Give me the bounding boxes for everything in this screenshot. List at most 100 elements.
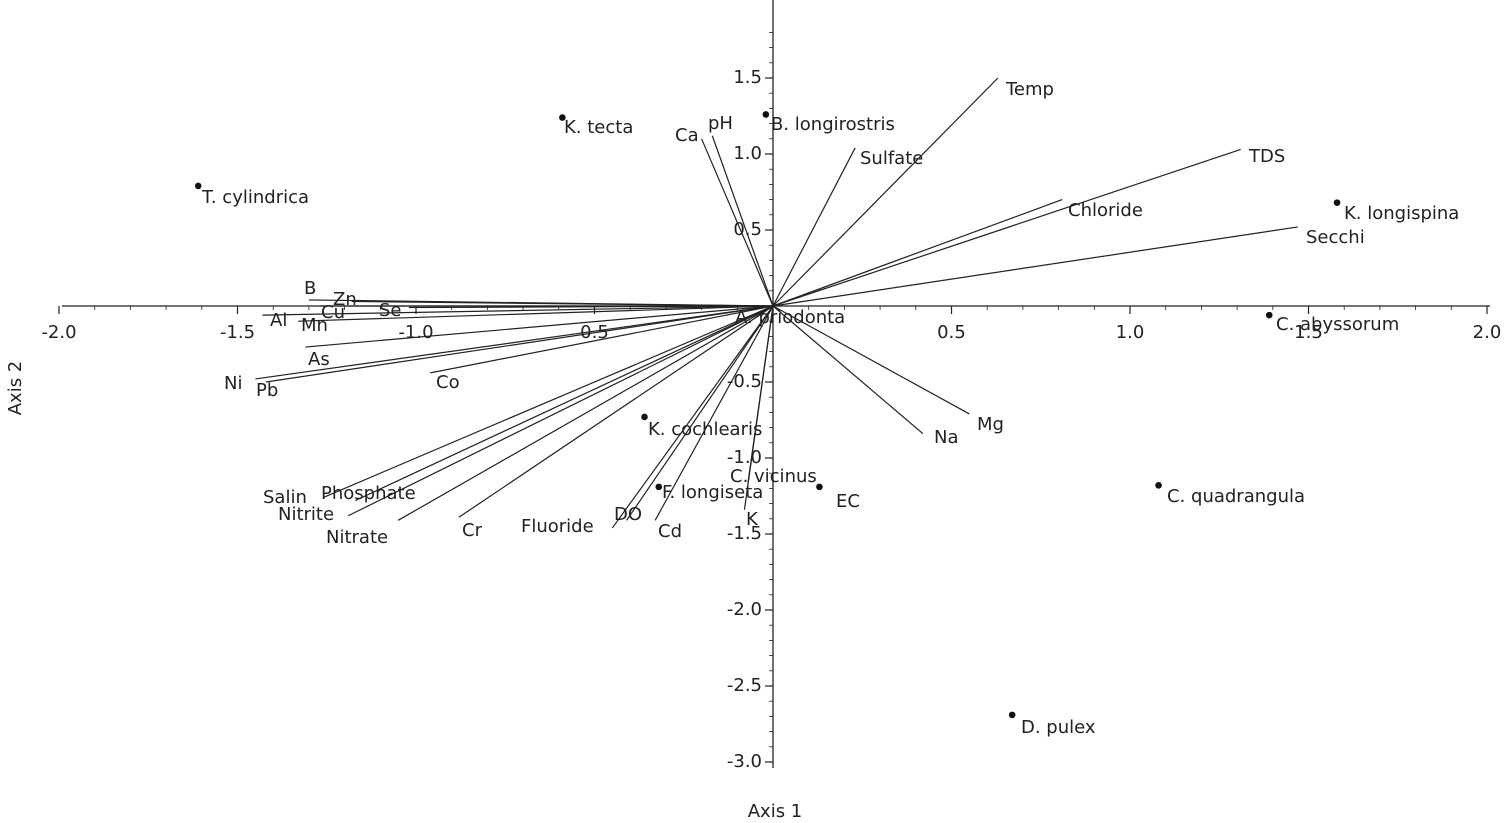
vector-label-do: DO xyxy=(614,504,642,525)
vector-chloride xyxy=(772,199,1063,307)
vector-label-chloride: Chloride xyxy=(1068,200,1143,221)
vector-label-k: K xyxy=(746,509,759,530)
axes-layer: -2.0 -1.5 -1.0 0.5 0.5 1.0 1.5 2.0 1.5 1.0 0.5 -0.5… xyxy=(5,0,1501,822)
vector-label-se: Se xyxy=(379,300,402,321)
point-b-longirostris xyxy=(762,111,770,118)
x-tick-label: 1.0 xyxy=(1116,322,1145,343)
point-label-b-longirostris: B. longirostris xyxy=(771,114,895,135)
point-d-pulex xyxy=(1008,711,1016,719)
point-c-quadrangula xyxy=(1155,482,1162,489)
vector-secchi xyxy=(772,226,1298,307)
x-tick-label: 1.5 xyxy=(1294,322,1323,343)
x-tick-label: 2.0 xyxy=(1473,322,1502,343)
point-k-cochlearis xyxy=(641,413,648,421)
x-tick-label: 0.5 xyxy=(580,322,609,343)
vector-label-cu: Cu xyxy=(321,302,345,323)
y-tick-label: -2.0 xyxy=(727,599,762,620)
vector-label-phosphate: Phosphate xyxy=(321,483,416,504)
point-c-abyssorum xyxy=(1265,311,1273,319)
point-label-ec: EC xyxy=(836,491,860,512)
vector-label-mg: Mg xyxy=(977,414,1004,435)
x-tick-label: 0.5 xyxy=(937,322,966,343)
vector-label-tds: TDS xyxy=(1248,146,1285,167)
vector-ca xyxy=(701,138,774,307)
vector-label-co: Co xyxy=(436,372,460,393)
y-tick-label: -3.0 xyxy=(727,751,762,772)
points-layer xyxy=(194,111,1341,719)
vector-cd xyxy=(654,305,774,521)
vector-label-cd: Cd xyxy=(658,521,682,542)
vector-label-nitrate: Nitrate xyxy=(326,527,388,548)
point-k-longispina xyxy=(1333,199,1341,206)
vector-phosphate xyxy=(355,305,774,502)
vector-label-temp: Temp xyxy=(1005,79,1054,100)
vector-tds xyxy=(772,148,1241,307)
point-label-c-quadrangula: C. quadrangula xyxy=(1167,486,1305,507)
vector-pb xyxy=(265,305,774,383)
point-label-d-pulex: D. pulex xyxy=(1021,717,1096,738)
point-label-k-tecta: K. tecta xyxy=(564,117,633,138)
x-tick-label: -2.0 xyxy=(41,322,76,343)
vector-label-sulfate: Sulfate xyxy=(860,148,923,169)
vector-label-ph: pH xyxy=(708,113,733,134)
vector-label-mn: Mn xyxy=(301,315,328,336)
vector-label-secchi: Secchi xyxy=(1306,227,1365,248)
vector-label-al: Al xyxy=(270,310,287,331)
point-label-f-longiseta: F. longiseta xyxy=(662,482,763,503)
vector-co xyxy=(430,305,774,374)
point-f-longiseta xyxy=(655,483,663,491)
vector-label-nitrite: Nitrite xyxy=(278,504,334,525)
vector-ph xyxy=(711,135,774,307)
vector-zn xyxy=(351,300,774,307)
vector-nitrite xyxy=(347,305,774,517)
vector-sulfate xyxy=(772,147,856,307)
y-tick-label: -1.0 xyxy=(727,447,762,468)
vector-label-ca: Ca xyxy=(675,125,699,146)
vector-label-salin: Salin xyxy=(263,487,307,508)
vector-salin xyxy=(322,305,774,499)
vector-cr xyxy=(458,305,774,518)
vector-label-pb: Pb xyxy=(256,380,278,401)
y-tick-label: -1.5 xyxy=(727,523,762,544)
point-k-tecta xyxy=(559,114,566,121)
vectors-layer xyxy=(255,77,1298,529)
vector-nitrate xyxy=(397,305,774,521)
point-label-k-cochlearis: K. cochlearis xyxy=(648,419,762,440)
vector-as xyxy=(305,305,774,348)
vector-label-ni: Ni xyxy=(224,373,242,394)
y-tick-label: 1.5 xyxy=(733,67,762,88)
point-t-cylindrica xyxy=(194,182,202,190)
vector-k xyxy=(743,305,774,510)
point-label-t-cylindrica: T. cylindrica xyxy=(201,187,309,208)
vector-label-zn: Zn xyxy=(333,289,357,310)
y-tick-label: 1.0 xyxy=(733,143,762,164)
vector-label-c-vicinus: C. vicinus xyxy=(730,466,817,487)
vector-do xyxy=(626,305,774,521)
vector-mg xyxy=(772,305,970,415)
vector-label-na: Na xyxy=(934,427,959,448)
vector-al xyxy=(262,305,774,316)
y-tick-label: -0.5 xyxy=(727,371,762,392)
vector-temp xyxy=(772,77,999,307)
vector-label-cr: Cr xyxy=(462,520,483,541)
x-axis-title: Axis 1 xyxy=(748,801,803,822)
vector-ni xyxy=(255,305,774,380)
y-tick-label: 0.5 xyxy=(733,219,762,240)
y-tick-label: -2.5 xyxy=(727,675,762,696)
point-ec xyxy=(816,483,823,491)
y-axis-title: Axis 2 xyxy=(5,361,26,416)
vector-fluoride xyxy=(611,305,774,529)
vector-label-as: As xyxy=(308,349,330,370)
vector-label-b: B xyxy=(304,278,316,299)
x-tick-label: -1.5 xyxy=(220,322,255,343)
x-tick-label: -1.0 xyxy=(398,322,433,343)
point-label-c-abyssorum: C. abyssorum xyxy=(1276,314,1399,335)
point-label-k-longispina: K. longispina xyxy=(1344,203,1459,224)
vector-mn xyxy=(298,305,774,322)
vector-na xyxy=(772,305,924,435)
vector-label-a-priodonta: A. priodonta xyxy=(735,307,845,328)
vector-label-fluoride: Fluoride xyxy=(521,516,594,537)
vector-a-priodonta xyxy=(754,305,774,319)
